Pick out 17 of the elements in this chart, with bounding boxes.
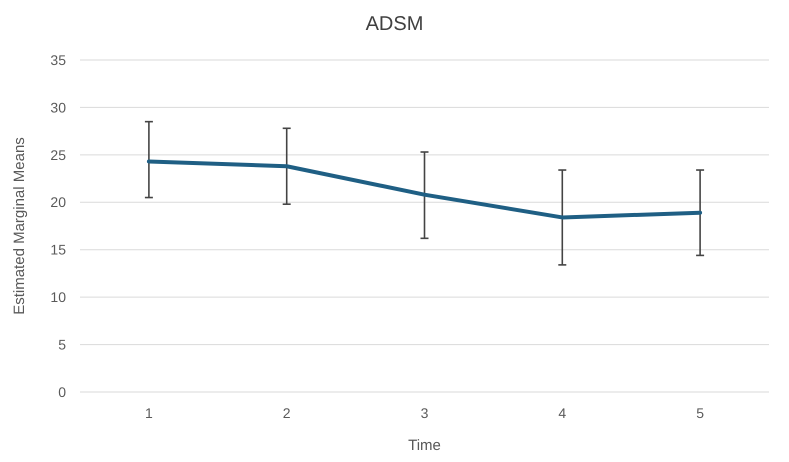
y-tick-label: 15 (50, 242, 66, 258)
y-tick-label: 0 (58, 384, 66, 400)
y-tick-label: 30 (50, 99, 66, 116)
x-tick-label: 4 (558, 405, 566, 421)
chart-title: ADSM (366, 13, 424, 35)
y-tick-label: 25 (50, 146, 66, 163)
x-tick-label: 1 (145, 405, 153, 421)
y-tick-label: 5 (58, 336, 66, 352)
y-axis-title: Estimated Marginal Means (11, 137, 28, 315)
line-series (146, 159, 702, 220)
y-tick-label: 35 (50, 52, 66, 68)
x-tick-label: 5 (696, 405, 704, 421)
y-tick-label: 10 (50, 289, 66, 306)
x-tick-label: 2 (282, 405, 291, 421)
x-tick-label: 3 (420, 405, 429, 421)
x-axis-title: Time (408, 437, 441, 454)
y-tick-label: 20 (50, 194, 66, 210)
